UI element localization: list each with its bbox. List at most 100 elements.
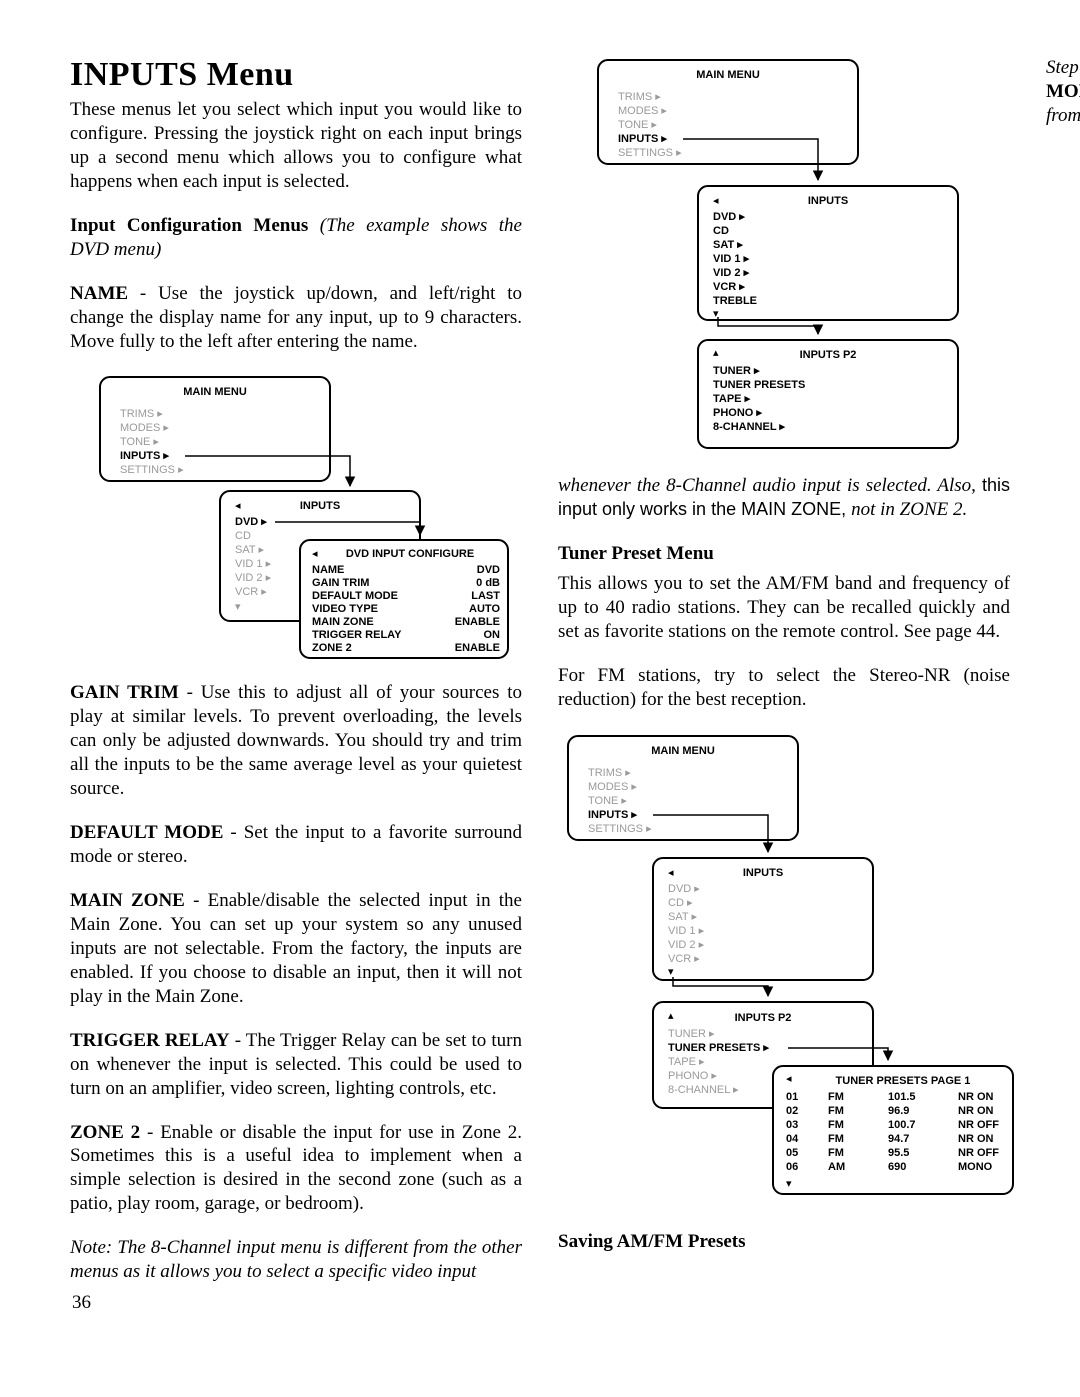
svg-text:06: 06 [786, 1161, 798, 1173]
svg-text:101.5: 101.5 [888, 1091, 916, 1103]
svg-text:INPUTS ▸: INPUTS ▸ [120, 450, 169, 462]
svg-text:02: 02 [786, 1105, 798, 1117]
svg-text:SAT ▸: SAT ▸ [235, 544, 264, 556]
svg-text:▴: ▴ [668, 1010, 674, 1022]
svg-text:TUNER ▸: TUNER ▸ [713, 365, 760, 377]
mainzone-para: MAIN ZONE - Enable/disable the selected … [70, 889, 522, 1009]
tuner-head-p: Tuner Preset Menu [558, 542, 1010, 566]
svg-text:VID 1 ▸: VID 1 ▸ [668, 925, 705, 937]
whenever-ital: whenever the 8-Channel audio input is se… [558, 475, 982, 496]
svg-text:▴: ▴ [713, 347, 719, 359]
svg-text:SAT ▸: SAT ▸ [668, 911, 697, 923]
svg-text:INPUTS: INPUTS [300, 500, 340, 512]
svg-text:SETTINGS ▸: SETTINGS ▸ [588, 823, 652, 835]
svg-text:INPUTS: INPUTS [743, 867, 783, 879]
svg-text:MONO: MONO [958, 1161, 993, 1173]
svg-text:SETTINGS ▸: SETTINGS ▸ [120, 464, 184, 476]
svg-text:TRIMS ▸: TRIMS ▸ [618, 91, 661, 103]
svg-text:95.5: 95.5 [888, 1147, 909, 1159]
svg-text:TRIGGER RELAY: TRIGGER RELAY [312, 629, 402, 641]
svg-text:VID 2 ▸: VID 2 ▸ [668, 939, 705, 951]
svg-text:NAME: NAME [312, 564, 344, 576]
diagram-inputs-p2: MAIN MENU TRIMS ▸ MODES ▸ TONE ▸ INPUTS … [558, 56, 1010, 456]
svg-text:NR ON: NR ON [958, 1133, 994, 1145]
svg-text:CD: CD [235, 530, 251, 542]
svg-text:AUTO: AUTO [469, 603, 500, 615]
svg-text:DVD ▸: DVD ▸ [235, 516, 267, 528]
svg-text:PHONO ▸: PHONO ▸ [713, 407, 762, 419]
mainzone-bold: MAIN ZONE [70, 890, 185, 911]
name-text: - Use the joystick up/down, and left/rig… [70, 283, 522, 352]
svg-text:TRIMS ▸: TRIMS ▸ [120, 408, 163, 420]
svg-text:690: 690 [888, 1161, 906, 1173]
svg-text:INPUTS ▸: INPUTS ▸ [618, 133, 667, 145]
zone2-para: ZONE 2 - Enable or disable the input for… [70, 1121, 522, 1217]
svg-text:FM: FM [828, 1105, 844, 1117]
svg-text:MAIN MENU: MAIN MENU [696, 69, 760, 81]
svg-text:LAST: LAST [471, 590, 500, 602]
gain-para: GAIN TRIM - Use this to adjust all of yo… [70, 681, 522, 801]
svg-text:NR ON: NR ON [958, 1091, 994, 1103]
svg-text:VID 1 ▸: VID 1 ▸ [235, 558, 272, 570]
svg-text:VCR ▸: VCR ▸ [235, 586, 267, 598]
svg-text:TUNER ▸: TUNER ▸ [668, 1028, 715, 1040]
svg-text:SETTINGS ▸: SETTINGS ▸ [618, 147, 682, 159]
name-bold: NAME [70, 283, 128, 304]
svg-text:TRIMS ▸: TRIMS ▸ [588, 767, 631, 779]
svg-text:NR OFF: NR OFF [958, 1147, 999, 1159]
svg-text:VCR ▸: VCR ▸ [713, 281, 745, 293]
diagram-dvd-configure: MAIN MENU TRIMS ▸ MODES ▸ TONE ▸ INPUTS … [90, 373, 522, 663]
svg-text:FM: FM [828, 1091, 844, 1103]
svg-text:ZONE 2: ZONE 2 [312, 642, 352, 654]
svg-text:FM: FM [828, 1133, 844, 1145]
diagram-tuner-presets: MAIN MENU TRIMS ▸ MODES ▸ TONE ▸ INPUTS … [558, 732, 1010, 1212]
step1-b: MODE [1046, 81, 1080, 102]
svg-text:8-CHANNEL ▸: 8-CHANNEL ▸ [668, 1084, 739, 1096]
svg-text:◂: ◂ [235, 500, 241, 512]
svg-text:MAIN MENU: MAIN MENU [183, 386, 247, 398]
svg-text:VCR ▸: VCR ▸ [668, 953, 700, 965]
tuner-p2: For FM stations, try to select the Stere… [558, 664, 1010, 712]
svg-text:MODES ▸: MODES ▸ [120, 422, 169, 434]
svg-text:05: 05 [786, 1147, 798, 1159]
step1-a: Step 1) Once you are on a preset in the … [1046, 57, 1080, 78]
svg-text:DVD ▸: DVD ▸ [668, 883, 700, 895]
svg-text:94.7: 94.7 [888, 1133, 909, 1145]
svg-text:ON: ON [484, 629, 501, 641]
svg-text:96.9: 96.9 [888, 1105, 909, 1117]
svg-text:DVD INPUT CONFIGURE: DVD INPUT CONFIGURE [346, 548, 474, 560]
svg-text:◂: ◂ [713, 195, 719, 207]
svg-text:FM: FM [828, 1119, 844, 1131]
svg-text:8-CHANNEL ▸: 8-CHANNEL ▸ [713, 421, 785, 433]
zone2-bold: ZONE 2 [70, 1122, 140, 1143]
svg-text:03: 03 [786, 1119, 798, 1131]
svg-text:▾: ▾ [668, 966, 674, 978]
svg-text:INPUTS ▸: INPUTS ▸ [588, 809, 637, 821]
saving-head: Saving AM/FM Presets [558, 1231, 746, 1252]
svg-text:◂: ◂ [786, 1073, 792, 1085]
svg-text:MAIN ZONE: MAIN ZONE [312, 616, 374, 628]
svg-text:AM: AM [828, 1161, 845, 1173]
whenever-ital2: not in ZONE 2. [851, 499, 967, 520]
svg-text:NR OFF: NR OFF [958, 1119, 999, 1131]
svg-text:NR ON: NR ON [958, 1105, 994, 1117]
svg-text:VID 2 ▸: VID 2 ▸ [713, 267, 750, 279]
svg-text:▾: ▾ [786, 1178, 792, 1190]
svg-text:MODES ▸: MODES ▸ [588, 781, 637, 793]
svg-text:DVD: DVD [477, 564, 500, 576]
page-number: 36 [72, 1292, 91, 1314]
name-para: NAME - Use the joystick up/down, and lef… [70, 282, 522, 354]
saving-head-p: Saving AM/FM Presets [558, 1230, 1010, 1254]
svg-text:MAIN MENU: MAIN MENU [651, 745, 715, 757]
whenever-para: whenever the 8-Channel audio input is se… [558, 474, 1010, 522]
intro-text: These menus let you select which input y… [70, 98, 522, 194]
default-bold: DEFAULT MODE [70, 822, 223, 843]
svg-text:TUNER PRESETS ▸: TUNER PRESETS ▸ [668, 1042, 769, 1054]
svg-text:GAIN TRIM: GAIN TRIM [312, 577, 369, 589]
svg-text:◂: ◂ [312, 548, 318, 560]
svg-text:TAPE ▸: TAPE ▸ [713, 393, 751, 405]
svg-text:MODES ▸: MODES ▸ [618, 105, 667, 117]
svg-text:VIDEO TYPE: VIDEO TYPE [312, 603, 378, 615]
default-para: DEFAULT MODE - Set the input to a favori… [70, 821, 522, 869]
svg-text:0 dB: 0 dB [476, 577, 500, 589]
